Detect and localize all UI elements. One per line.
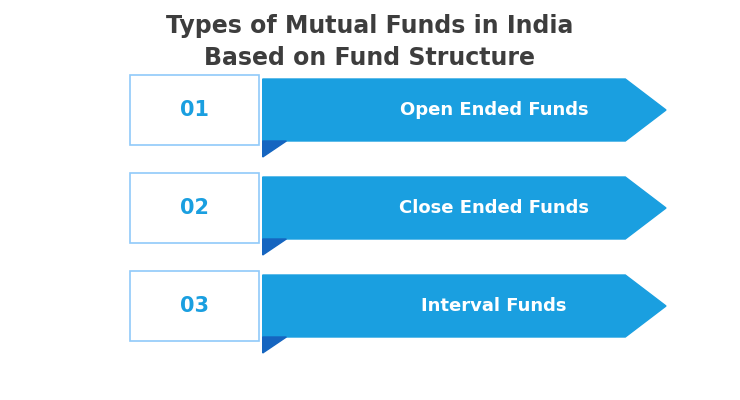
Polygon shape — [263, 337, 286, 353]
Text: 01: 01 — [180, 100, 209, 120]
Text: 02: 02 — [180, 198, 209, 218]
Text: Interval Funds: Interval Funds — [421, 297, 567, 315]
Polygon shape — [263, 141, 286, 157]
Polygon shape — [263, 79, 666, 141]
Text: Types of Mutual Funds in India
Based on Fund Structure: Types of Mutual Funds in India Based on … — [166, 14, 574, 70]
Polygon shape — [263, 275, 666, 337]
Text: Open Ended Funds: Open Ended Funds — [400, 101, 588, 119]
Polygon shape — [263, 177, 666, 239]
Text: Close Ended Funds: Close Ended Funds — [399, 199, 589, 217]
FancyBboxPatch shape — [130, 173, 259, 243]
Text: 03: 03 — [180, 296, 209, 316]
Polygon shape — [263, 239, 286, 255]
FancyBboxPatch shape — [130, 75, 259, 145]
FancyBboxPatch shape — [130, 271, 259, 341]
